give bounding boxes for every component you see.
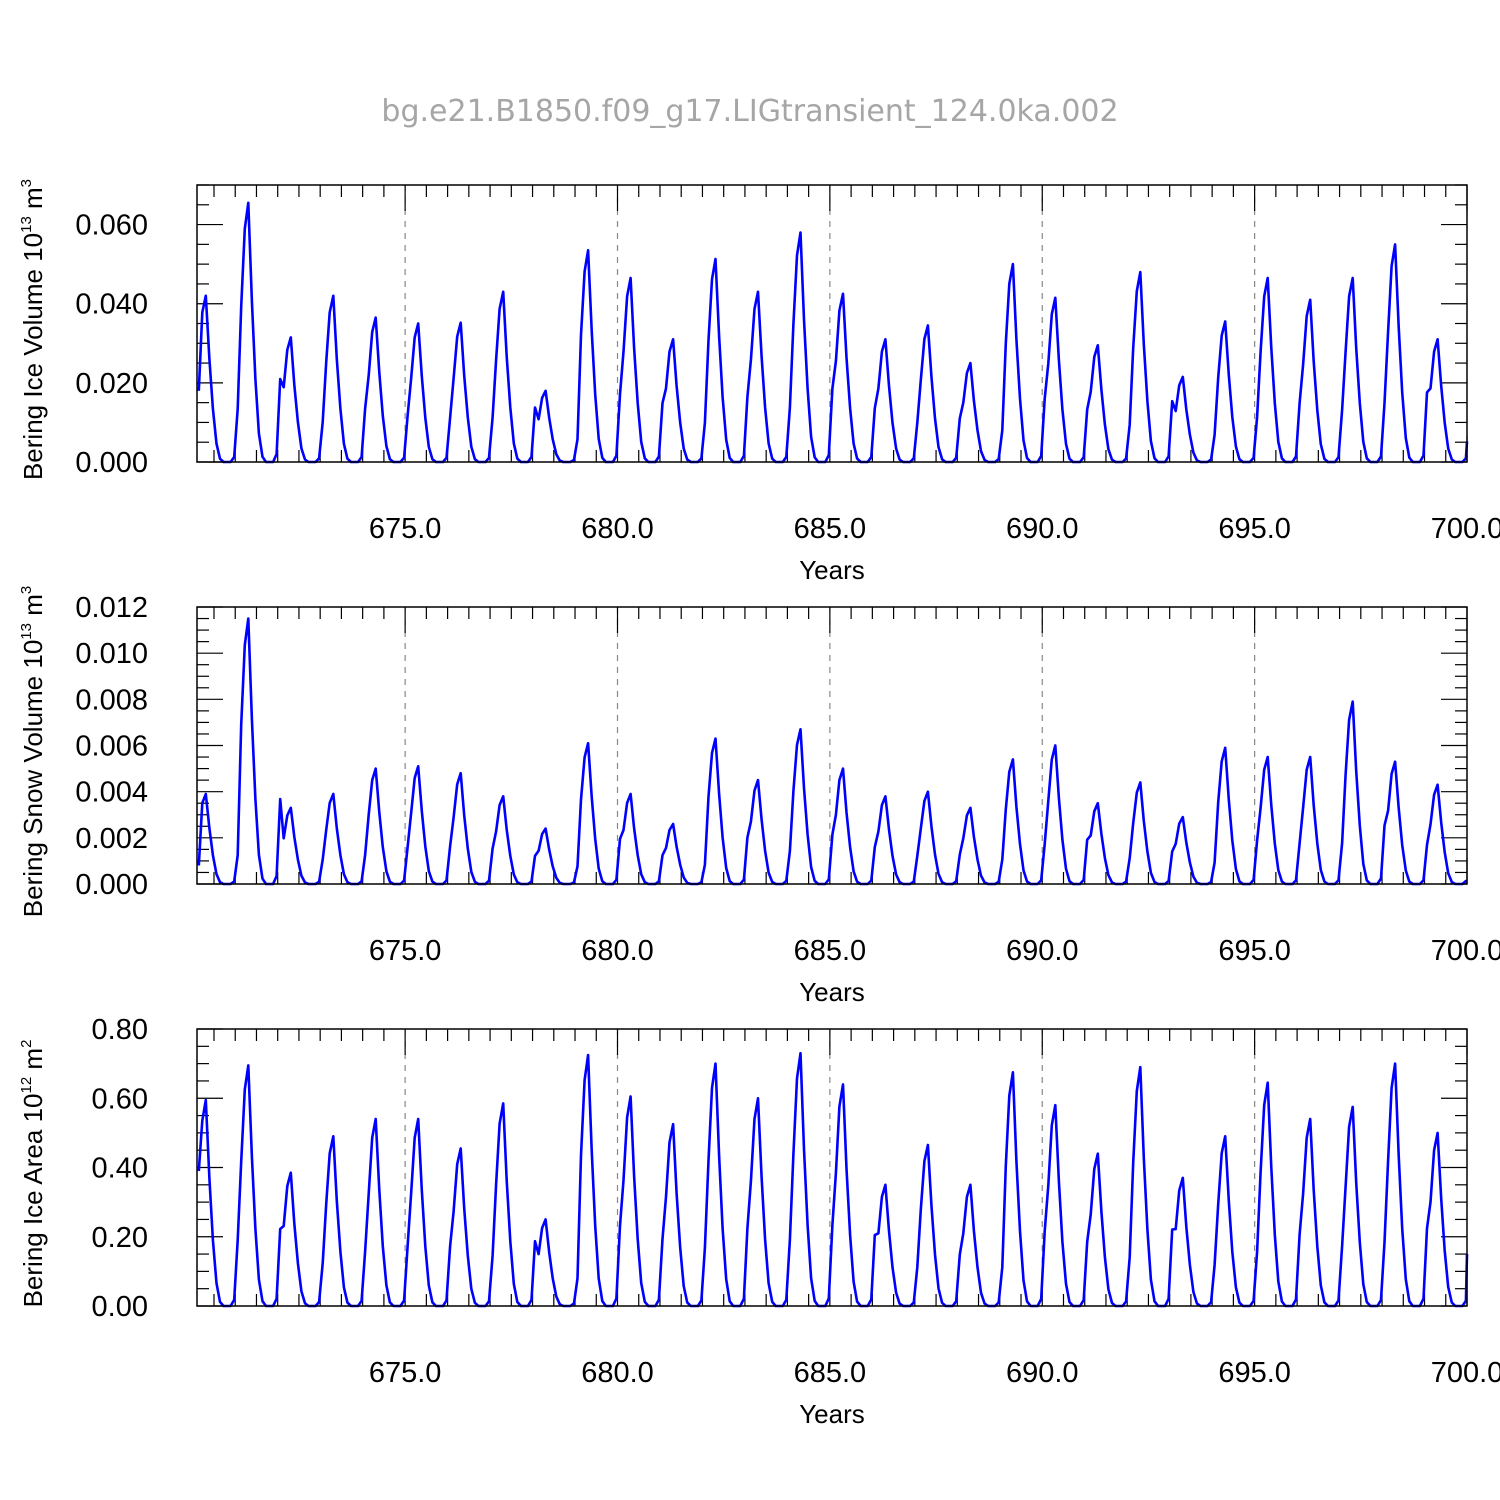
y-tick-label: 0.012 bbox=[75, 592, 148, 624]
y-tick-label: 0.060 bbox=[75, 210, 148, 242]
chart-panels: 0.000 0.020 0.040 0.060 675.0 680.0 685.0 690.0… bbox=[18, 179, 1500, 1429]
x-tick-label: 675.0 bbox=[369, 513, 442, 545]
y-tick-label: 0.004 bbox=[75, 777, 148, 809]
plot-frame bbox=[196, 606, 1468, 885]
x-tick-label: 700.0 bbox=[1431, 935, 1500, 967]
y-axis-label: Bering Ice Area 1012 m2 bbox=[18, 1040, 48, 1308]
x-axis-label: Years bbox=[799, 555, 865, 585]
series-line bbox=[197, 617, 1468, 886]
y-tick-label: 0.40 bbox=[92, 1153, 148, 1185]
x-tick-label: 690.0 bbox=[1006, 1357, 1079, 1389]
y-tick-label: 0.20 bbox=[92, 1222, 148, 1254]
y-tick-label: 0.60 bbox=[92, 1083, 148, 1115]
plot-frame bbox=[196, 184, 1468, 463]
x-axis-label: Years bbox=[799, 1399, 865, 1429]
y-tick-label: 0.010 bbox=[75, 638, 148, 670]
series-line bbox=[197, 201, 1469, 464]
x-axis-label: Years bbox=[799, 977, 865, 1007]
y-tick-label: 0.008 bbox=[75, 684, 148, 716]
y-tick-label: 0.00 bbox=[92, 1291, 148, 1323]
y-tick-label: 0.002 bbox=[75, 823, 148, 855]
x-tick-label: 695.0 bbox=[1218, 1357, 1291, 1389]
x-tick-label: 690.0 bbox=[1006, 935, 1079, 967]
x-tick-label: 675.0 bbox=[369, 935, 442, 967]
panel-2: 0.000 0.002 0.004 0.006 0.008 0.010 0.012 675.0… bbox=[18, 586, 1500, 1007]
y-tick-label: 0.006 bbox=[75, 731, 148, 763]
y-tick-label: 0.80 bbox=[92, 1014, 148, 1046]
x-tick-label: 700.0 bbox=[1431, 1357, 1500, 1389]
panel-1: 0.000 0.020 0.040 0.060 675.0 680.0 685.0 690.0… bbox=[18, 179, 1500, 585]
tick-marks bbox=[197, 1028, 1468, 1307]
panel-3: 0.00 0.20 0.40 0.60 0.80 675.0 680.0 685.0 690.0… bbox=[18, 1014, 1500, 1429]
x-tick-label: 685.0 bbox=[794, 935, 867, 967]
y-axis-label: Bering Snow Volume 1013 m3 bbox=[18, 586, 48, 917]
x-tick-label: 700.0 bbox=[1431, 513, 1500, 545]
plot-frame bbox=[196, 1028, 1468, 1307]
chart-title: bg.e21.B1850.f09_g17.LIGtransient_124.0k… bbox=[381, 94, 1118, 129]
x-tick-label: 680.0 bbox=[581, 1357, 654, 1389]
x-tick-label: 685.0 bbox=[794, 513, 867, 545]
y-axis-label: Bering Ice Volume 1013 m3 bbox=[18, 179, 48, 480]
y-tick-label: 0.000 bbox=[75, 447, 148, 479]
x-tick-label: 680.0 bbox=[581, 513, 654, 545]
series-line bbox=[197, 1051, 1469, 1308]
x-tick-label: 690.0 bbox=[1006, 513, 1079, 545]
x-tick-label: 685.0 bbox=[794, 1357, 867, 1389]
y-tick-label: 0.040 bbox=[75, 289, 148, 321]
y-tick-label: 0.000 bbox=[75, 869, 148, 901]
x-tick-label: 695.0 bbox=[1218, 513, 1291, 545]
y-tick-label: 0.020 bbox=[75, 368, 148, 400]
x-tick-label: 680.0 bbox=[581, 935, 654, 967]
x-tick-label: 695.0 bbox=[1218, 935, 1291, 967]
x-tick-label: 675.0 bbox=[369, 1357, 442, 1389]
